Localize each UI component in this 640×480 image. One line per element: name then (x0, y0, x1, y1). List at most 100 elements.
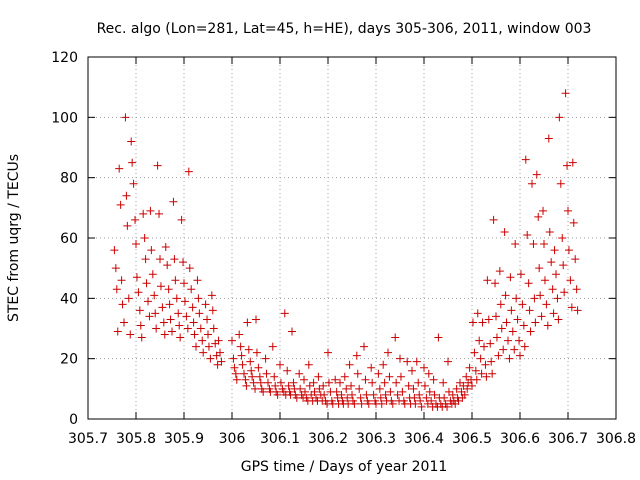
data-point (525, 306, 534, 315)
data-point (516, 270, 525, 279)
data-point (177, 215, 186, 224)
data-point (147, 246, 156, 255)
data-point (122, 191, 131, 200)
data-point (561, 89, 570, 98)
data-point (549, 309, 558, 318)
data-point (117, 276, 126, 285)
data-point (174, 309, 183, 318)
data-point (140, 234, 149, 242)
data-point (137, 333, 146, 342)
data-point (468, 318, 477, 327)
data-point (331, 375, 340, 384)
data-point (515, 336, 524, 345)
data-point (391, 333, 400, 342)
data-point (504, 336, 512, 345)
data-point (241, 375, 250, 384)
data-point (276, 378, 285, 387)
data-point (429, 375, 438, 384)
data-point (324, 348, 332, 357)
data-point (283, 366, 292, 375)
data-point (120, 318, 128, 327)
data-point (532, 170, 541, 179)
data-point (129, 179, 138, 188)
data-point (448, 390, 457, 399)
data-point (521, 155, 530, 164)
data-point (360, 342, 368, 351)
data-point (482, 372, 491, 381)
data-point (111, 264, 120, 273)
data-point (471, 366, 480, 375)
data-point (553, 294, 562, 303)
data-point (492, 333, 501, 342)
data-point (252, 348, 261, 357)
data-point (486, 339, 495, 348)
data-point (204, 330, 212, 339)
data-point (300, 375, 308, 384)
data-point (519, 321, 528, 330)
data-point (377, 399, 386, 408)
data-point (203, 315, 212, 324)
data-point (199, 348, 208, 357)
data-point (484, 315, 493, 324)
data-point (355, 384, 364, 393)
data-point (201, 300, 210, 309)
data-point (139, 209, 148, 218)
data-point (535, 264, 544, 273)
data-point (229, 354, 238, 363)
y-tick-label: 60 (60, 231, 78, 247)
data-point (271, 381, 280, 390)
x-tick-label: 306.2 (308, 431, 348, 447)
data-point (529, 240, 538, 249)
data-point (540, 240, 548, 249)
data-point (494, 351, 503, 360)
data-point (163, 261, 172, 270)
data-point (463, 384, 472, 393)
data-point (164, 285, 173, 294)
data-point (228, 336, 236, 345)
data-point (300, 387, 309, 396)
data-point (468, 381, 476, 390)
data-point (523, 230, 532, 239)
x-tick-label: 306.3 (356, 431, 396, 447)
data-point (384, 348, 392, 357)
data-point (276, 360, 284, 369)
data-point (248, 372, 257, 381)
data-point (121, 113, 130, 122)
data-point (188, 303, 197, 312)
data-point (404, 381, 413, 390)
data-point (112, 285, 121, 294)
data-point (524, 279, 533, 288)
data-point (424, 369, 433, 378)
x-tick-label: 306.6 (500, 431, 540, 447)
data-point (289, 378, 298, 387)
data-point (160, 330, 169, 339)
data-point (572, 285, 581, 294)
data-point (513, 315, 522, 324)
data-point (175, 321, 184, 330)
data-point (309, 378, 318, 387)
data-point (497, 324, 506, 333)
data-point (508, 327, 517, 336)
data-point (145, 312, 154, 321)
data-point (409, 384, 418, 393)
data-point (340, 372, 349, 381)
data-point (403, 357, 412, 366)
data-point (507, 306, 516, 315)
data-point (477, 369, 486, 378)
data-point (194, 294, 203, 303)
data-point (425, 387, 434, 396)
grid-lines (88, 57, 616, 419)
data-point (362, 390, 371, 399)
data-point (475, 336, 484, 345)
data-point (543, 321, 552, 330)
data-point (196, 324, 205, 333)
data-point (444, 357, 452, 366)
data-point (187, 285, 196, 294)
data-point (536, 291, 545, 300)
x-axis: 305.7 305.8 305.9 306 306.1 306.2 306.3 306.4 30… (68, 57, 636, 447)
y-axis-label: STEC from uqrg / TECUs (6, 154, 22, 322)
data-point (420, 363, 428, 372)
data-point (396, 372, 405, 381)
data-point (361, 375, 370, 384)
data-point (232, 375, 241, 384)
